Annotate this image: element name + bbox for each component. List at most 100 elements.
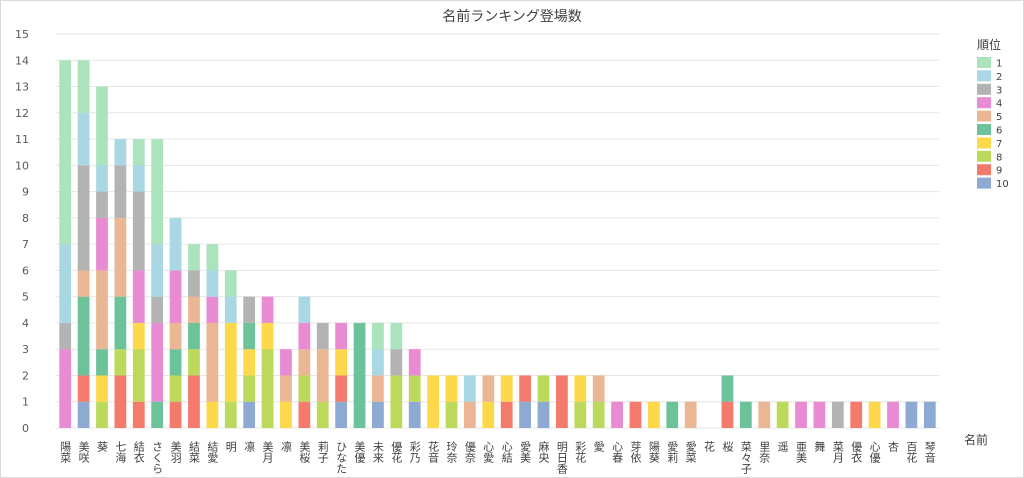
- category-label: 陽葵: [647, 441, 660, 464]
- bar-segment-rank-7: [96, 375, 108, 402]
- bar-segment-rank-9: [629, 401, 642, 428]
- legend-label: 8: [996, 152, 1002, 163]
- bar-segment-rank-4: [298, 322, 311, 350]
- bar-segment-rank-3: [77, 165, 90, 271]
- bar-segment-rank-9: [721, 401, 734, 428]
- legend-label: 5: [996, 112, 1002, 123]
- category-label: 菜月: [831, 441, 844, 463]
- bar-segment-rank-2: [132, 165, 145, 192]
- y-tick-label: 12: [15, 107, 29, 120]
- category-label: 亜美: [795, 441, 808, 463]
- bar-segment-rank-8: [132, 349, 145, 402]
- bar-segment-rank-7: [445, 375, 458, 402]
- category-label: さくら: [151, 441, 164, 474]
- bar-segment-rank-8: [169, 375, 182, 402]
- bar-segment-rank-1: [188, 244, 200, 271]
- bar-segment-rank-9: [850, 401, 863, 428]
- bar-segment-rank-8: [776, 401, 789, 428]
- legend-label: 6: [996, 126, 1002, 137]
- bar-segment-rank-2: [151, 244, 164, 297]
- x-axis-categories: 陽菜 美咲葵七海 結衣 さくら 美羽 結菜 結愛明凛美月凛美桜 莉子 ひなた 美優 未来 優花 彩乃 花音…: [59, 440, 937, 475]
- category-label: 凛: [243, 440, 256, 452]
- bar-segment-rank-10: [923, 401, 936, 428]
- bar-segment-rank-7: [500, 375, 513, 402]
- legend-label: 9: [996, 166, 1002, 177]
- bar-segment-rank-5: [114, 217, 127, 297]
- bar-segment-rank-8: [114, 349, 127, 376]
- bar-segment-rank-2: [77, 112, 90, 166]
- bar-segment-rank-9: [132, 401, 145, 428]
- bar-segment-rank-6: [721, 375, 734, 402]
- bar-segment-rank-8: [408, 375, 421, 402]
- bar-segment-rank-3: [390, 349, 403, 376]
- bar-segment-rank-6: [666, 401, 679, 428]
- bar-segment-rank-3: [132, 191, 145, 271]
- bar-segment-rank-7: [243, 349, 256, 376]
- legend-swatch: [977, 124, 991, 135]
- bar-segment-rank-10: [537, 401, 550, 428]
- legend-swatch: [977, 70, 991, 82]
- bar-segment-rank-9: [500, 401, 513, 428]
- bar-segment-rank-8: [261, 349, 274, 428]
- bar-segment-rank-9: [298, 401, 311, 428]
- legend-label: 10: [996, 179, 1009, 190]
- bar-segment-rank-6: [114, 296, 127, 350]
- legend-label: 7: [996, 139, 1002, 150]
- category-label: 心優: [868, 441, 881, 464]
- bar-segment-rank-4: [335, 322, 348, 350]
- bar-segment-rank-6: [353, 322, 366, 428]
- category-label: 里奈: [758, 441, 771, 463]
- bar-segment-rank-6: [77, 296, 90, 376]
- bar-segment-rank-9: [169, 401, 182, 428]
- category-label: 明日香: [555, 441, 568, 475]
- legend-swatch: [977, 83, 991, 95]
- category-label: 葵: [95, 441, 108, 453]
- bar-segment-rank-1: [390, 322, 403, 350]
- bar-segment-rank-5: [188, 296, 200, 323]
- bar-segment-rank-7: [206, 401, 219, 428]
- category-label: 美月: [261, 441, 274, 463]
- category-label: 七海: [114, 441, 127, 464]
- bar-segment-rank-3: [188, 270, 200, 297]
- bar-segment-rank-5: [592, 375, 605, 402]
- bar-segment-rank-5: [464, 401, 476, 428]
- legend-swatch: [977, 137, 991, 149]
- bar-segment-rank-2: [464, 375, 476, 402]
- bar-segment-rank-4: [206, 296, 219, 323]
- y-tick-label: 7: [22, 238, 29, 251]
- bar-segment-rank-4: [169, 270, 182, 323]
- bar-segment-rank-9: [555, 375, 568, 428]
- bar-segment-rank-5: [77, 270, 90, 297]
- category-label: 琴音: [923, 441, 936, 464]
- bar-segment-rank-7: [132, 322, 145, 350]
- category-label: 心結: [500, 441, 513, 464]
- y-tick-label: 4: [22, 317, 29, 330]
- category-label: 百花: [905, 441, 918, 463]
- bar-segment-rank-8: [243, 375, 256, 402]
- x-axis-title: 名前: [964, 432, 988, 447]
- bar-segment-rank-5: [372, 375, 384, 402]
- category-label: 芽依: [629, 440, 642, 464]
- bar-segment-rank-8: [574, 401, 587, 428]
- bar-segment-rank-8: [298, 375, 311, 402]
- bar-segment-rank-7: [427, 375, 440, 428]
- category-label: 結衣: [132, 440, 145, 463]
- bar-segment-rank-5: [206, 322, 219, 402]
- legend-title: 順位: [977, 37, 1001, 52]
- bar-segment-rank-7: [335, 349, 348, 376]
- legend-label: 4: [996, 99, 1002, 110]
- bar-segment-rank-7: [280, 401, 292, 428]
- bar-segment-rank-7: [261, 322, 274, 350]
- bar-segment-rank-2: [224, 296, 237, 323]
- bar-segment-rank-5: [482, 375, 495, 402]
- category-label: 遥: [776, 441, 789, 452]
- bar-segment-rank-2: [298, 296, 311, 323]
- bar-segment-rank-3: [96, 191, 108, 218]
- bar-segment-rank-4: [151, 322, 164, 402]
- bar-segment-rank-10: [335, 401, 348, 428]
- category-label: 美咲: [77, 441, 90, 464]
- legend-label: 1: [996, 59, 1002, 70]
- bar-segment-rank-1: [59, 60, 72, 245]
- bar-segment-rank-6: [169, 349, 182, 376]
